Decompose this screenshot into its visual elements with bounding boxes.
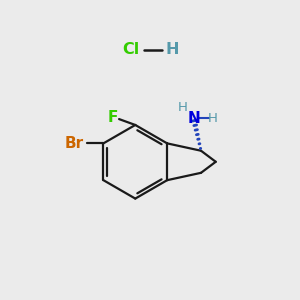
Text: H: H — [178, 101, 188, 114]
Text: N: N — [187, 111, 200, 126]
Text: Cl: Cl — [122, 42, 140, 57]
Text: Br: Br — [64, 136, 83, 151]
Text: F: F — [108, 110, 119, 125]
Text: H: H — [165, 42, 179, 57]
Text: H: H — [208, 112, 218, 125]
